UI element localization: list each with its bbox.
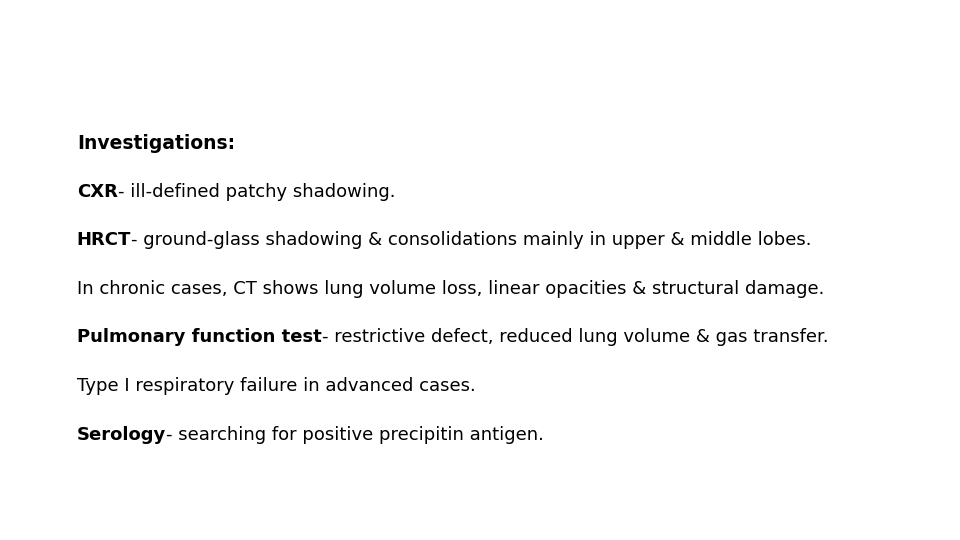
Text: In chronic cases, CT shows lung volume loss, linear opacities & structural damag: In chronic cases, CT shows lung volume l… [77,280,825,298]
Text: - ground-glass shadowing & consolidations mainly in upper & middle lobes.: - ground-glass shadowing & consolidation… [132,231,811,249]
Text: Type I respiratory failure in advanced cases.: Type I respiratory failure in advanced c… [77,377,475,395]
Text: Investigations:: Investigations: [77,133,235,153]
Text: Pulmonary function test: Pulmonary function test [77,328,322,347]
Text: Serology: Serology [77,426,166,444]
Text: - restrictive defect, reduced lung volume & gas transfer.: - restrictive defect, reduced lung volum… [322,328,828,347]
Text: CXR: CXR [77,183,118,201]
Text: HRCT: HRCT [77,231,132,249]
Text: - searching for positive precipitin antigen.: - searching for positive precipitin anti… [166,426,544,444]
Text: - ill-defined patchy shadowing.: - ill-defined patchy shadowing. [118,183,396,201]
